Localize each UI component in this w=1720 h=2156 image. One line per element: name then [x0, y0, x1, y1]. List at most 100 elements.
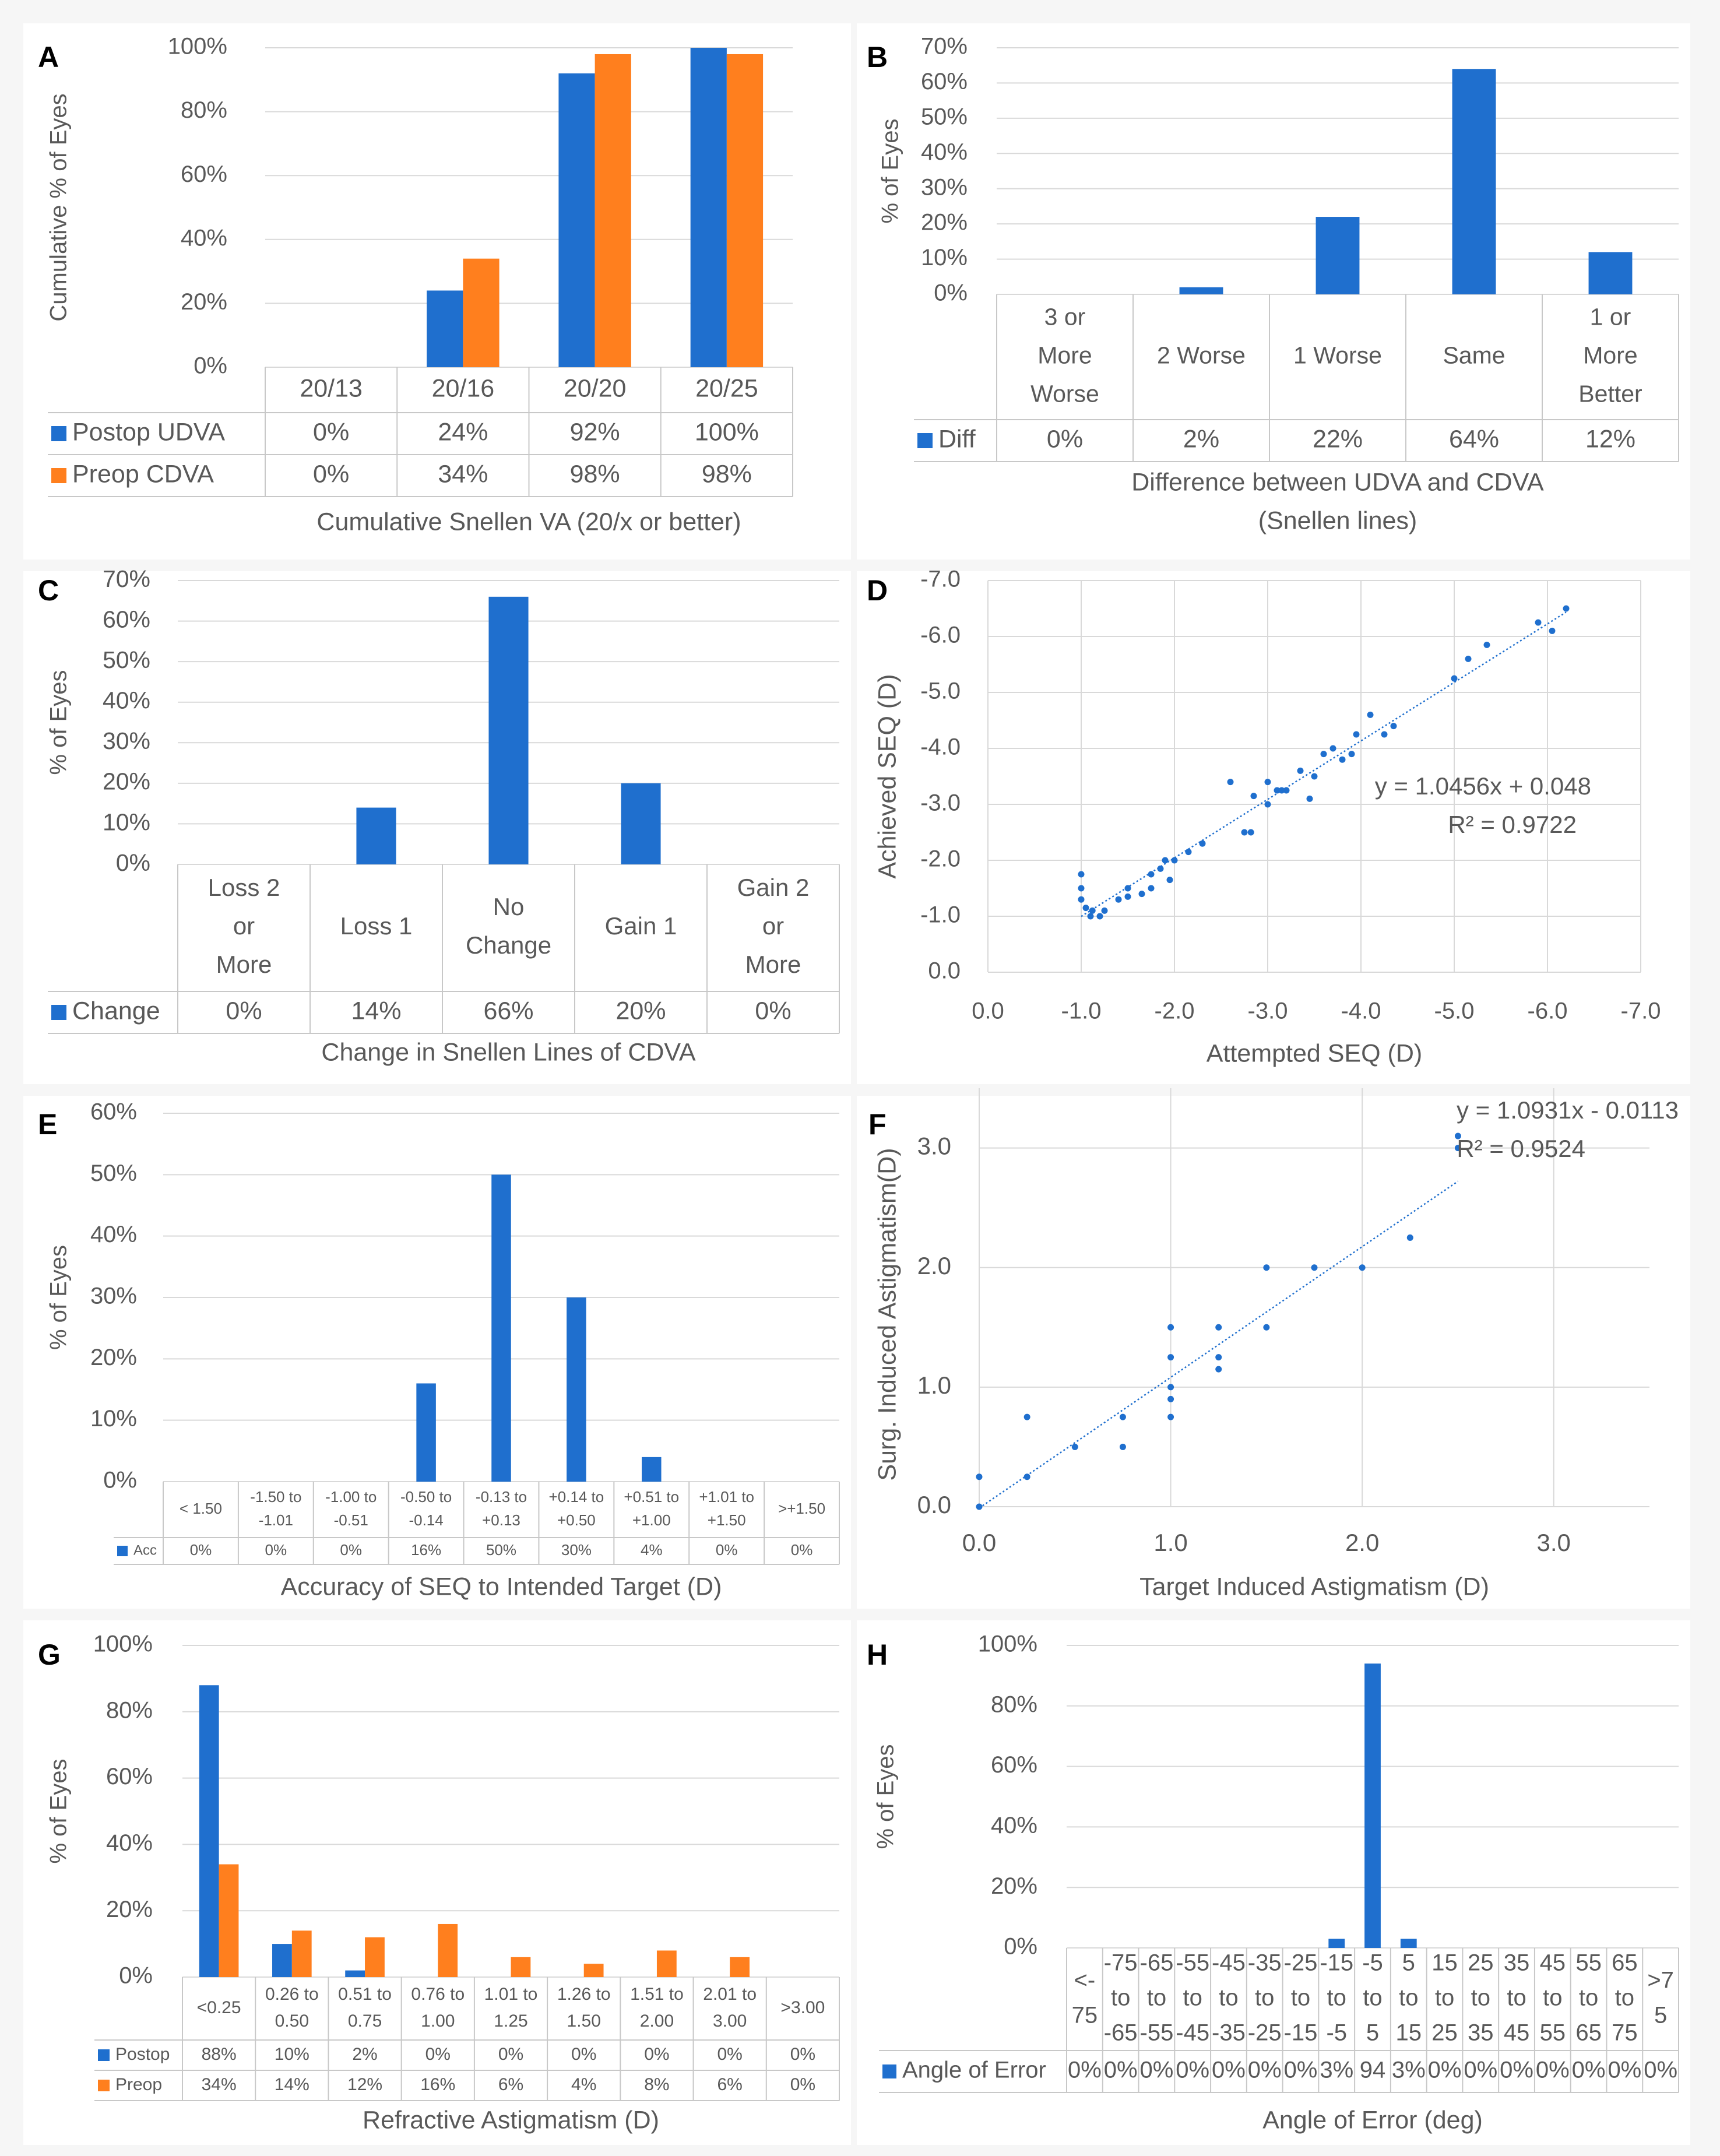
category-label: +1.50	[708, 1511, 746, 1529]
data-point	[1119, 1413, 1126, 1420]
category-label: +0.51 to	[624, 1488, 679, 1506]
category-label: -0.13 to	[476, 1488, 527, 1506]
data-point	[1381, 731, 1388, 738]
x-tick-label: -6.0	[1528, 998, 1568, 1024]
category-label: Same	[1443, 342, 1505, 368]
category-label: to	[1579, 1985, 1598, 2011]
y-tick-label: 100%	[168, 34, 227, 59]
data-point	[1348, 751, 1355, 758]
x-axis-title: Attempted SEQ (D)	[1207, 1039, 1422, 1067]
y-tick-label: 60%	[90, 1099, 137, 1125]
category-label: 75	[1072, 2003, 1098, 2028]
data-label: 0%	[790, 2075, 815, 2094]
y-tick-label: -7.0	[920, 567, 961, 592]
data-point	[1101, 907, 1108, 914]
panel-letter: E	[38, 1108, 57, 1141]
chart-d: D 0.0 -1.0 -2.0 -3.0 -4.0 -5.0 -6.0 -7.0 0.0 -1.0 -…	[867, 567, 1661, 1068]
category-label: or	[762, 912, 784, 940]
data-label: 92%	[570, 418, 620, 446]
legend-key	[117, 1546, 128, 1556]
data-point	[1278, 787, 1285, 794]
x-tick-label: -5.0	[1434, 998, 1475, 1024]
data-point	[1157, 865, 1164, 872]
y-tick-label: 40%	[106, 1830, 153, 1856]
data-point	[1167, 1384, 1174, 1391]
data-point	[1483, 641, 1490, 648]
y-tick-label: 20%	[106, 1897, 153, 1922]
y-tick-label: 2.0	[917, 1252, 951, 1279]
y-axis-title: Surg. Induced Astigmatism(D)	[873, 1148, 901, 1480]
bar-preop-cdva-2	[595, 54, 631, 367]
y-tick-label: -5.0	[920, 678, 961, 704]
category-label: to	[1399, 1985, 1418, 2011]
y-axis-title: % of Eyes	[46, 670, 72, 775]
y-tick-label: 80%	[106, 1697, 153, 1723]
bar-preop-0	[219, 1864, 239, 1977]
category-label: to	[1363, 1985, 1382, 2011]
category-label: 15	[1396, 2020, 1422, 2046]
category-label: More	[745, 951, 801, 978]
bar-acc-4	[491, 1174, 511, 1482]
bar-postop-udva-1	[427, 290, 463, 367]
category-label: 20/25	[695, 374, 758, 402]
data-point	[1297, 767, 1304, 774]
bar-preop-1	[291, 1930, 312, 1977]
data-label: 50%	[486, 1541, 516, 1559]
category-label: >+1.50	[778, 1500, 825, 1517]
category-label: or	[233, 912, 255, 940]
category-label: -1.50 to	[250, 1488, 301, 1506]
data-point	[1247, 829, 1254, 836]
category-label: 20/13	[300, 374, 363, 402]
data-label: 64%	[1449, 425, 1499, 453]
data-point	[1124, 885, 1131, 892]
category-label: 0.51 to	[338, 1985, 392, 2004]
y-tick-label: 50%	[921, 104, 968, 129]
data-point	[1071, 1443, 1078, 1450]
bar-postop-2	[345, 1970, 365, 1977]
y-tick-label: 60%	[991, 1752, 1037, 1778]
data-point	[1138, 891, 1145, 898]
data-point	[1274, 787, 1281, 794]
data-label: 12%	[347, 2075, 382, 2094]
data-label: 0%	[1248, 2057, 1282, 2083]
data-label: 98%	[702, 460, 752, 488]
legend-label: Angle of Error	[902, 2057, 1046, 2083]
legend-label: Postop UDVA	[72, 418, 225, 446]
category-label: 3.00	[713, 2011, 747, 2031]
trendline	[1081, 611, 1567, 917]
data-label: 30%	[561, 1541, 592, 1559]
bar-postop-udva-3	[690, 48, 727, 367]
bar-postop-1	[272, 1944, 292, 1977]
y-tick-label: 30%	[90, 1283, 137, 1309]
category-label: 1.25	[494, 2011, 527, 2031]
x-tick-label: 0.0	[962, 1529, 996, 1556]
y-tick-label: -1.0	[920, 902, 961, 928]
category-label: Gain 1	[605, 912, 677, 940]
data-label: 98%	[570, 460, 620, 488]
data-point	[1263, 1324, 1270, 1331]
data-label: 8%	[644, 2075, 669, 2094]
data-point	[1283, 787, 1290, 794]
category-label: to	[1327, 1985, 1346, 2011]
r-squared-label: R² = 0.9524	[1457, 1135, 1585, 1162]
legend-label: Diff	[938, 425, 976, 453]
data-point	[1199, 840, 1206, 847]
data-point	[1185, 849, 1192, 856]
data-label: 0%	[1176, 2057, 1209, 2083]
category-label: +0.13	[482, 1511, 520, 1529]
data-label: 0%	[1536, 2057, 1570, 2083]
data-label: 3%	[1392, 2057, 1426, 2083]
data-label: 34%	[202, 2075, 237, 2094]
data-label: 0%	[1068, 2057, 1102, 2083]
data-label: 0%	[265, 1541, 287, 1559]
bar-diff-3	[1452, 69, 1496, 294]
panel-background-g	[23, 1620, 851, 2145]
category-label: 1.00	[421, 2011, 455, 2031]
data-label: 94	[1360, 2057, 1386, 2083]
data-point	[1329, 745, 1336, 752]
bar-diff-1	[1179, 287, 1223, 294]
category-label: to	[1435, 1985, 1454, 2011]
category-label: 0.50	[275, 2011, 309, 2031]
bar-angle-of-error-8	[1364, 1663, 1381, 1948]
data-point	[1171, 857, 1178, 864]
